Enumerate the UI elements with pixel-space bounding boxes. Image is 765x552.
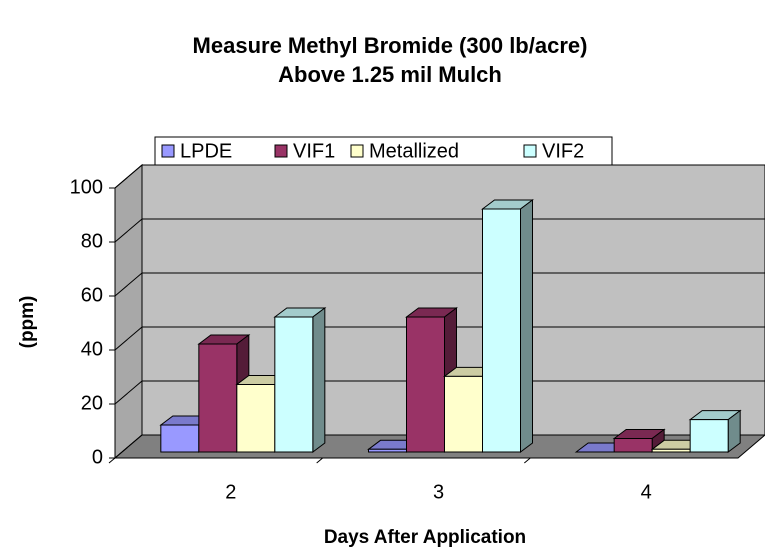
- legend-swatch: [523, 144, 537, 158]
- x-tick-label: 2: [225, 481, 236, 503]
- bar-side: [312, 307, 326, 453]
- bar-front: [160, 424, 200, 453]
- y-tick-label: 60: [81, 284, 103, 306]
- bar: [273, 307, 327, 453]
- x-tick-label: 3: [433, 481, 444, 503]
- legend-label: LPDE: [180, 140, 232, 162]
- x-tick-label: 4: [641, 481, 652, 503]
- grid-line: [114, 326, 765, 351]
- bar-front: [198, 343, 238, 453]
- legend-swatch: [274, 144, 288, 158]
- bar-front: [274, 316, 314, 453]
- legend-swatch: [161, 144, 175, 158]
- chart-title: Measure Methyl Bromide (300 lb/acre): [193, 33, 588, 58]
- chart-title: Above 1.25 mil Mulch: [278, 62, 502, 87]
- y-tick-label: 80: [81, 230, 103, 252]
- bar-front: [689, 419, 729, 453]
- legend-swatch: [350, 144, 364, 158]
- y-tick-label: 40: [81, 338, 103, 360]
- grid-line: [114, 272, 765, 297]
- y-axis-label: (ppm): [17, 296, 38, 349]
- y-tick-label: 0: [92, 446, 103, 468]
- bar-front: [651, 448, 691, 453]
- grid-line: [114, 218, 765, 243]
- side-wall: [114, 163, 143, 460]
- bar-front: [613, 438, 653, 453]
- bar-front: [406, 316, 445, 453]
- y-tick-label: 100: [70, 176, 103, 198]
- grid-line: [114, 434, 765, 459]
- tick-mark: [524, 457, 531, 464]
- grid-line: [114, 164, 765, 189]
- tick-mark: [108, 457, 116, 464]
- bar: [481, 199, 534, 453]
- bar-front: [482, 208, 521, 453]
- bar-front: [444, 375, 483, 453]
- legend-label: Metallized: [369, 140, 459, 162]
- legend-label: VIF2: [542, 140, 584, 162]
- tick-mark: [316, 457, 323, 464]
- grid-line: [114, 380, 765, 405]
- bar-front: [368, 448, 407, 453]
- bar: [688, 409, 742, 453]
- x-axis-label: Days After Application: [324, 527, 526, 548]
- legend-label: VIF1: [293, 140, 335, 162]
- bar-front: [236, 384, 276, 453]
- bar-side: [520, 199, 533, 453]
- y-tick-label: 20: [81, 392, 103, 414]
